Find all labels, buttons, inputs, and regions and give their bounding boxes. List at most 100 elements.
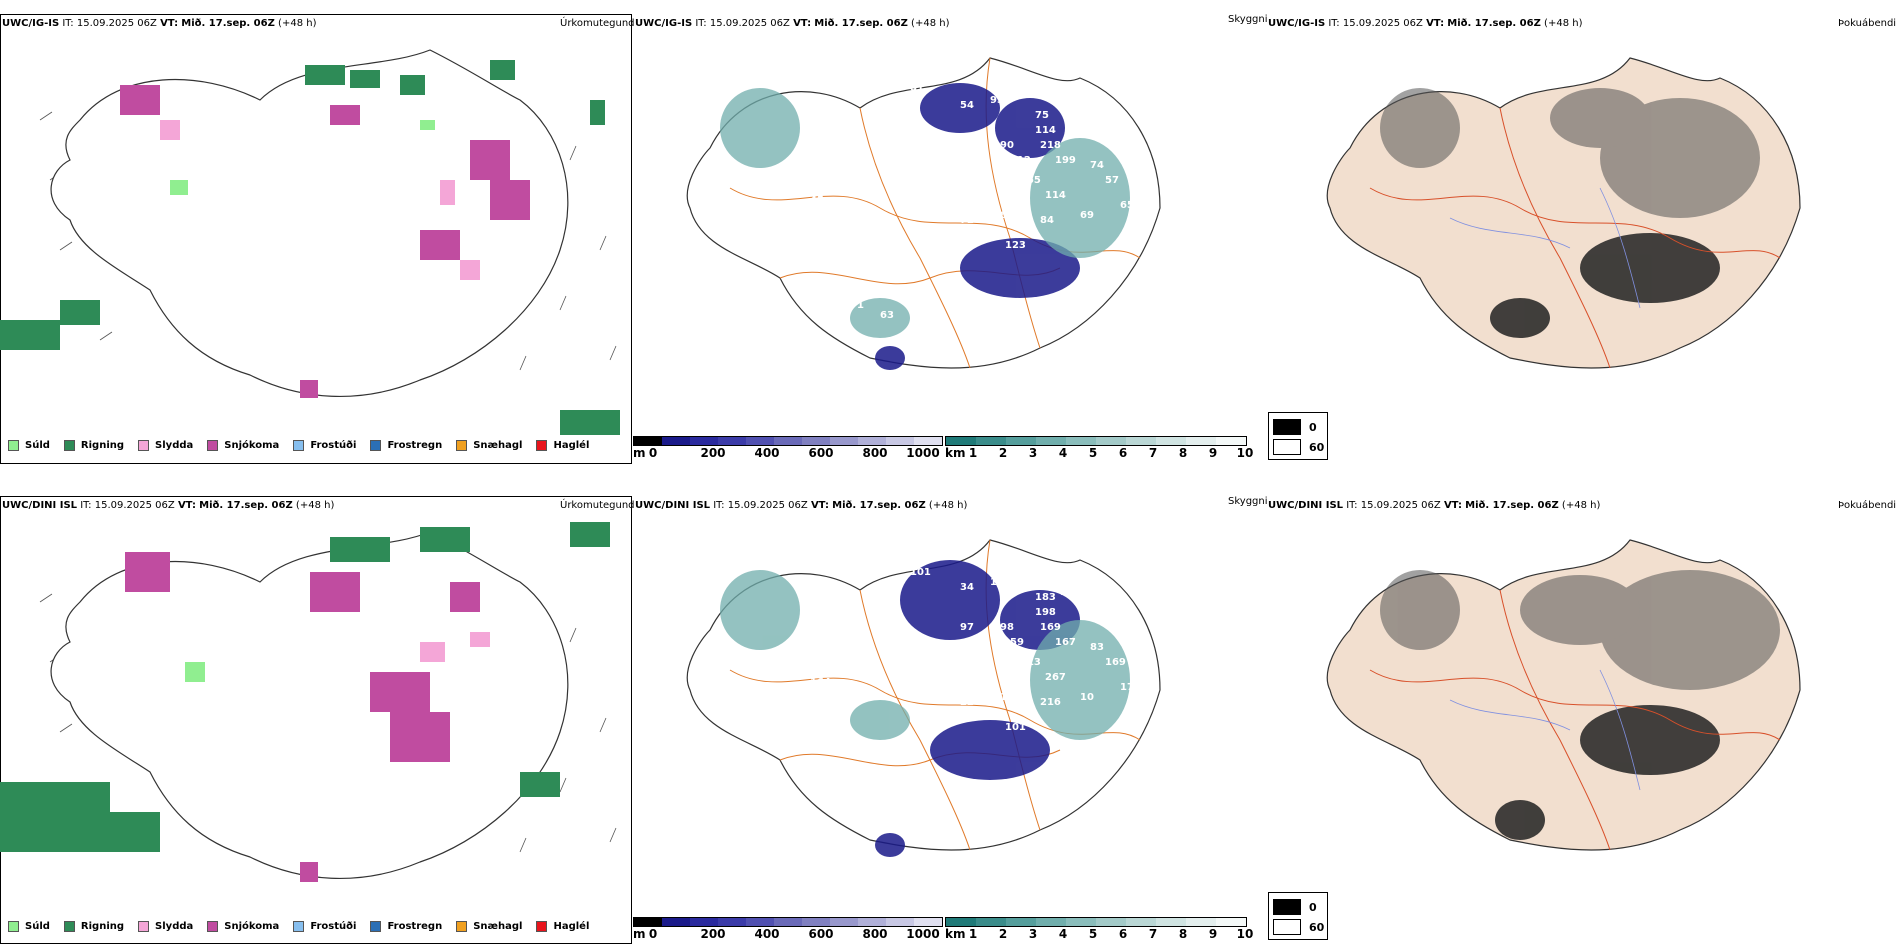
visibility-bar xyxy=(945,917,1247,927)
cloud-base-label: 90 xyxy=(1000,140,1014,151)
cloud-base-label: 63 xyxy=(880,310,894,321)
cloud-base-unit: m xyxy=(633,927,646,941)
cloud-base-label: 139 xyxy=(1020,90,1041,101)
cloud-base-tick: 600 xyxy=(808,927,834,941)
fog-header-row1: UWC/IG-IS IT: 15.09.2025 06Z VT: Mið. 17… xyxy=(1268,18,1583,29)
cloud-base-label: 141 xyxy=(1060,587,1081,598)
cloud-base-label: 111 xyxy=(790,732,811,743)
visibility-tick: 3 xyxy=(1028,927,1038,941)
cloud-base-label: 224 xyxy=(960,697,981,708)
cloud-base-label: 267 xyxy=(1045,672,1066,683)
cloud-base-label: 91 xyxy=(910,85,924,96)
visibility-tick: 5 xyxy=(1088,927,1098,941)
cloud-base-label: 118 xyxy=(880,290,901,301)
visibility-tick: 2 xyxy=(998,446,1008,460)
cloud-base-label: 65 xyxy=(1120,200,1134,211)
swatch xyxy=(370,440,382,451)
cloud-base-label: 132 xyxy=(960,140,981,151)
cloud-base-label: 54 xyxy=(960,100,974,111)
visibility-tick: 9 xyxy=(1208,927,1218,941)
swatch xyxy=(63,921,75,932)
visibility-tick: 1 xyxy=(968,446,978,460)
legend-item-haglel: Haglél xyxy=(536,440,589,451)
cloud-base-label: 164 xyxy=(810,677,831,688)
fog-header-row2: UWC/DINI ISL IT: 15.09.2025 06Z VT: Mið.… xyxy=(1268,500,1601,511)
swatch xyxy=(138,440,150,451)
cloud-base-label: 61 xyxy=(1080,612,1094,623)
fog-colorbox-row2: 0 60 xyxy=(1268,892,1328,940)
legend-item-rigning: Rigning xyxy=(63,921,124,932)
swatch xyxy=(293,921,305,932)
legend-item-snaehagl: Snæhagl xyxy=(456,921,522,932)
precip-header-row1: UWC/IG-IS IT: 15.09.2025 06Z VT: Mið. 17… xyxy=(2,18,317,29)
swatch xyxy=(63,440,75,451)
cloud-base-tick: 1000 xyxy=(906,446,940,460)
swatch xyxy=(207,440,219,451)
visibility-tick: 2 xyxy=(998,927,1008,941)
cloud-title-row2: Skyggni xyxy=(1228,496,1268,507)
visibility-colorbar-row2: km 1 2 3 4 5 6 7 8 9 10 xyxy=(945,917,1265,947)
cloud-base-label: 218 xyxy=(1040,140,1061,151)
swatch xyxy=(207,921,219,932)
cloud-base-label: 171 xyxy=(1120,682,1141,693)
visibility-colorbar-row1: km 1 2 3 4 5 6 7 8 9 10 xyxy=(945,436,1265,466)
visibility-unit: km xyxy=(945,446,966,460)
legend-item-snjokoma: Snjókoma xyxy=(207,440,279,451)
swatch xyxy=(456,440,468,451)
precip-legend-row1: Súld Rigning Slydda Snjókoma Frostúði Fr… xyxy=(8,440,603,451)
cloud-base-label: 41 xyxy=(940,160,954,171)
fog-title-row1: Þokuábendi xyxy=(1838,18,1897,29)
legend-item-snjokoma: Snjókoma xyxy=(207,921,279,932)
precip-legend-row2: Súld Rigning Slydda Snjókoma Frostúði Fr… xyxy=(8,921,603,932)
cloud-base-bar xyxy=(633,917,943,927)
fog-map-row1 xyxy=(1326,57,1801,369)
cloud-base-label: 71 xyxy=(850,300,864,311)
visibility-tick: 7 xyxy=(1148,927,1158,941)
cloud-base-label: 216 xyxy=(1040,697,1061,708)
cloud-header-row2: UWC/DINI ISL IT: 15.09.2025 06Z VT: Mið.… xyxy=(635,500,968,511)
visibility-tick: 8 xyxy=(1178,927,1188,941)
cloud-base-label: 815 xyxy=(780,557,801,568)
cloud-title-row1: Skyggni xyxy=(1228,14,1268,25)
cloud-base-colorbar-row2: m 0 200 400 600 800 1000 xyxy=(633,917,943,947)
cloud-base-label: 198 xyxy=(1035,607,1056,618)
cloud-base-label: 113 xyxy=(1020,657,1041,668)
cloud-base-label: 83 xyxy=(1090,642,1104,653)
swatch xyxy=(536,440,548,451)
visibility-unit: km xyxy=(945,927,966,941)
legend-item-frostudi: Frostúði xyxy=(293,440,356,451)
cloud-base-label: 72 xyxy=(960,215,974,226)
legend-item-sudl: Súld xyxy=(8,440,50,451)
cloud-base-label: 101 xyxy=(1005,722,1026,733)
precip-map-row1 xyxy=(0,49,620,435)
cloud-map-row1: 130 70 91 54 93 139 75 79 114 218 84 132 90 112 199 745… xyxy=(686,57,1161,370)
visibility-tick: 3 xyxy=(1028,446,1038,460)
cloud-base-tick: 400 xyxy=(754,446,780,460)
legend-item-sudl: Súld xyxy=(8,921,50,932)
cloud-base-unit: m xyxy=(633,446,646,460)
cloud-base-label: 127 xyxy=(1020,572,1041,583)
visibility-tick: 8 xyxy=(1178,446,1188,460)
cloud-base-label: 34 xyxy=(960,582,974,593)
cloud-base-label: 155 xyxy=(1020,175,1041,186)
cloud-base-label: 75 xyxy=(1035,110,1049,121)
visibility-tick: 10 xyxy=(1236,446,1254,460)
fog-swatch-60 xyxy=(1273,439,1301,455)
fog-swatch-0 xyxy=(1273,419,1301,435)
swatch xyxy=(293,440,305,451)
cloud-base-label: 114 xyxy=(1035,125,1056,136)
cloud-base-label: 78 xyxy=(900,200,914,211)
cloud-base-tick: 800 xyxy=(862,927,888,941)
cloud-base-label: 169 xyxy=(1105,657,1126,668)
cloud-base-label: 199 xyxy=(1055,155,1076,166)
visibility-bar xyxy=(945,436,1247,446)
visibility-tick: 9 xyxy=(1208,446,1218,460)
legend-item-haglel: Haglél xyxy=(536,921,589,932)
cloud-base-label: 114 xyxy=(1045,190,1066,201)
legend-item-snaehagl: Snæhagl xyxy=(456,440,522,451)
cloud-base-label: 123 xyxy=(1005,240,1026,251)
cloud-base-label: 98 xyxy=(1000,622,1014,633)
cloud-base-label: 169 xyxy=(1040,622,1061,633)
swatch xyxy=(8,921,19,932)
cloud-base-colorbar-row1: m 0 200 400 600 800 1000 xyxy=(633,436,943,466)
